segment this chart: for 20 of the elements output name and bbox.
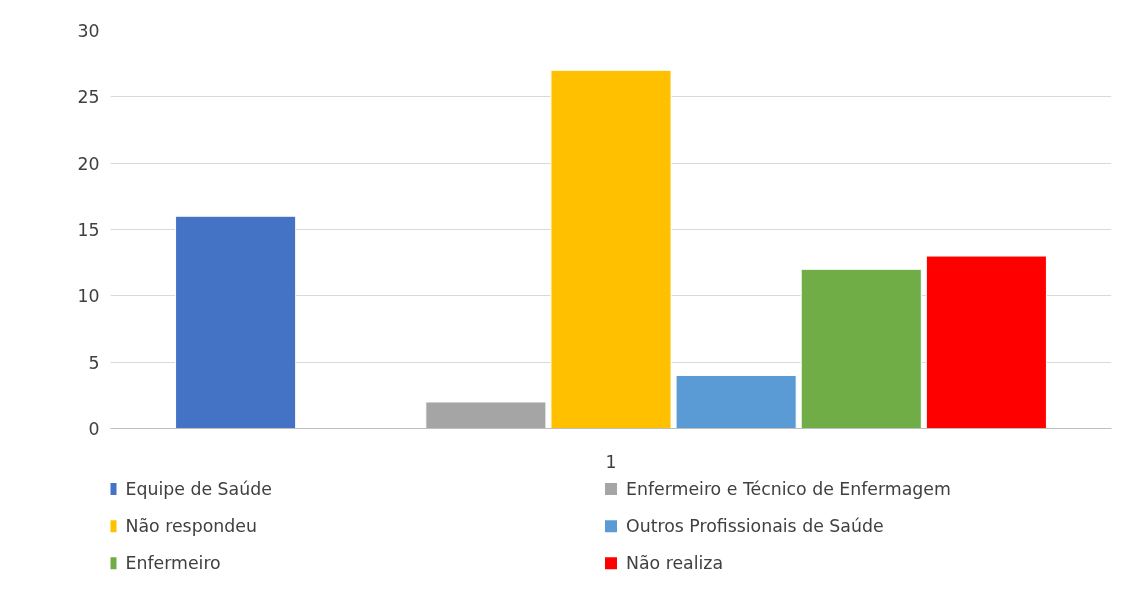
legend-label: Enfermeiro (125, 553, 221, 574)
legend-label: Não realiza (626, 553, 724, 574)
y-tick-label: 25 (77, 87, 100, 108)
y-tick-label: 20 (77, 153, 100, 174)
bar (550, 69, 672, 429)
bar (800, 268, 922, 429)
legend-label: Não respondeu (125, 516, 257, 537)
y-tick-label: 15 (77, 220, 100, 240)
y-tick-label: 0 (88, 419, 100, 439)
y-tick-label: 5 (88, 352, 100, 373)
bar (925, 255, 1047, 429)
x-tick-label: 1 (605, 451, 617, 472)
legend-label: Enfermeiro e Técnico de Enfermagem (626, 479, 951, 500)
legend-label: Outros Profissionais de Saúde (626, 516, 884, 537)
bar (175, 215, 297, 429)
legend-label: Equipe de Saúde (125, 479, 272, 500)
bar (675, 374, 797, 429)
bar (425, 401, 547, 429)
y-tick-label: 10 (77, 286, 100, 307)
y-tick-label: 30 (77, 21, 100, 41)
